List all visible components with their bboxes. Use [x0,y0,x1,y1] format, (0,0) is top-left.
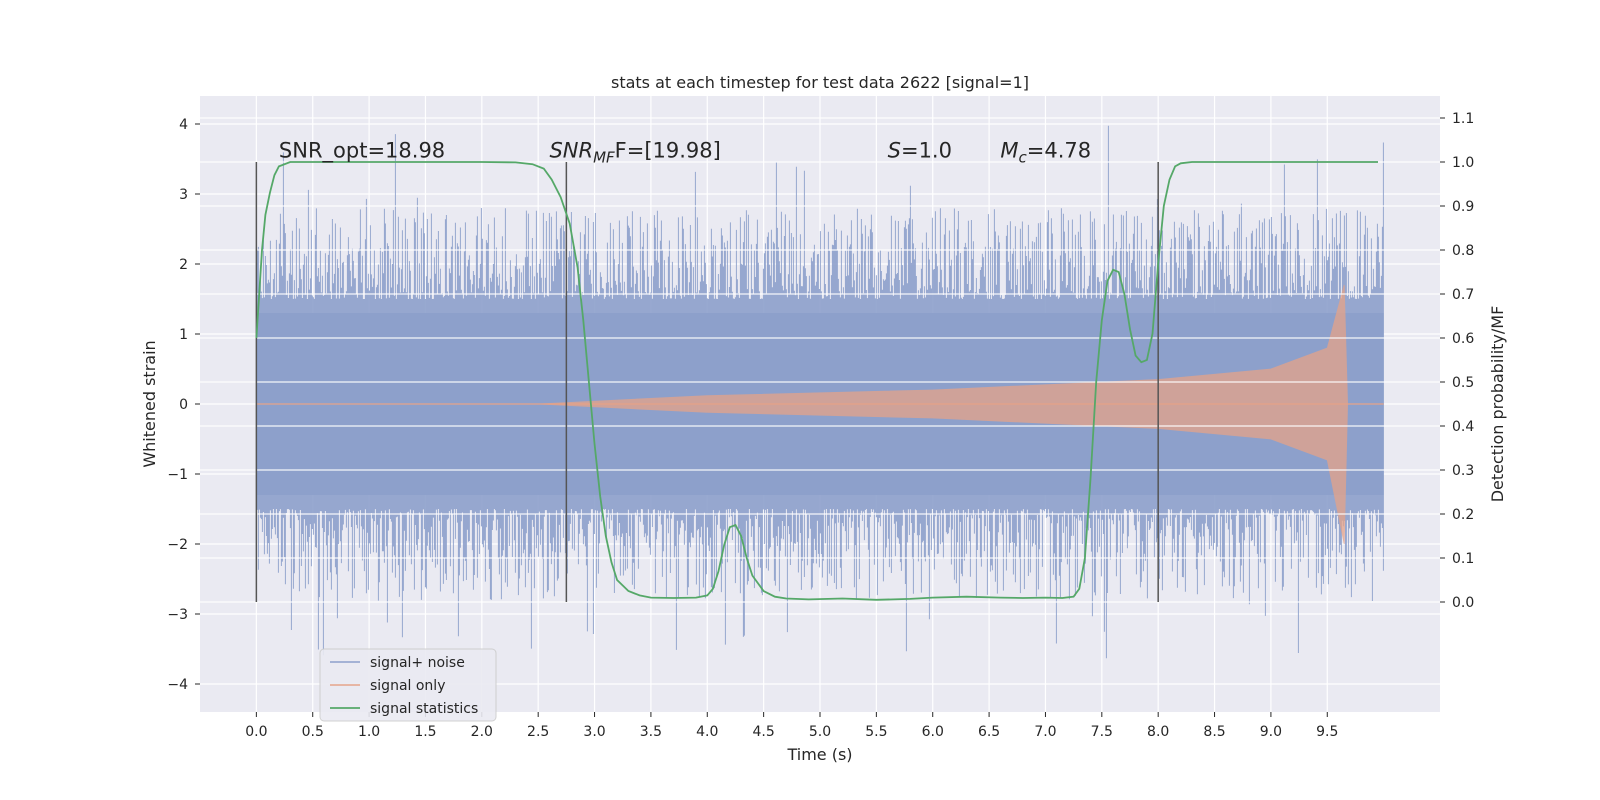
y-tick-label: −2 [167,537,188,553]
x-tick-label: 6.0 [922,724,944,740]
annotation-text: SNR_opt=18.98 [279,139,445,164]
x-tick-label: 0.0 [245,724,267,740]
legend-label-signal-only: signal only [370,678,445,694]
series-signal-statistics [255,161,1378,601]
series-signal-only [256,284,1384,545]
y-right-tick-label: 0.8 [1452,243,1474,259]
y-right-tick-label: 0.5 [1452,375,1474,391]
x-tick-label: 4.0 [696,724,718,740]
x-tick-label: 6.5 [978,724,1000,740]
y-right-tick-label: 0.6 [1452,331,1474,347]
signal-statistics-line [255,161,1378,601]
y-tick-label: −3 [167,607,188,623]
y-right-tick-label: 0.4 [1452,419,1474,435]
x-tick-label: 0.5 [302,724,324,740]
x-tick-label: 9.5 [1316,724,1338,740]
x-tick-label: 3.0 [583,724,605,740]
x-tick-label: 2.0 [471,724,493,740]
y-right-tick-label: 0.0 [1452,595,1474,611]
legend: signal+ noise signal only signal statist… [319,648,497,722]
x-tick-label: 4.5 [753,724,775,740]
y-right-tick-label: 0.9 [1452,199,1474,215]
x-axis-label: Time (s) [786,745,852,764]
legend-box [319,648,497,722]
y-right-axis-label: Detection probability/MF [1488,306,1507,503]
y-right-tick-label: 1.0 [1452,155,1474,171]
y-axis-ticks: 4 3 2 1 0 −1 −2 −3 −4 [167,117,200,693]
y-tick-label: 1 [179,327,188,343]
y-tick-label: 3 [179,187,188,203]
y-tick-label: −1 [167,467,188,483]
x-tick-label: 7.0 [1034,724,1056,740]
x-tick-label: 2.5 [527,724,549,740]
y-tick-label: 2 [179,257,188,273]
x-tick-label: 1.5 [414,724,436,740]
legend-label-signal-noise: signal+ noise [370,655,465,671]
annotations: SNR_opt=18.98 SNRMFF=[19.98] S=1.0 Mc=4.78 [279,139,1091,167]
x-tick-label: 8.0 [1147,724,1169,740]
y-tick-label: 4 [179,117,188,133]
y-right-tick-label: 0.2 [1452,507,1474,523]
y-tick-label: 0 [179,397,188,413]
annotation-text: S=1.0 [888,139,952,163]
vertical-markers [255,162,1159,602]
legend-label-signal-statistics: signal statistics [370,701,478,717]
x-tick-label: 8.5 [1203,724,1225,740]
y-right-gridlines [200,117,1440,603]
chart-title: stats at each timestep for test data 262… [611,73,1029,92]
x-tick-label: 3.5 [640,724,662,740]
x-tick-label: 5.0 [809,724,831,740]
y-right-tick-label: 0.1 [1452,551,1474,567]
y-right-axis-ticks: 1.1 1.0 0.9 0.8 0.7 0.6 0.5 0.4 0.3 0.2 0.1 0.0 [1440,111,1474,611]
y-axis-label: Whitened strain [140,340,159,467]
y-right-tick-label: 0.3 [1452,463,1474,479]
x-axis-ticks: 0.0 0.5 1.0 1.5 2.0 2.5 3.0 3.5 4.0 4.5 5.0 5.5 6.0 6… [245,712,1338,740]
y-right-tick-label: 0.7 [1452,287,1474,303]
x-tick-label: 5.5 [865,724,887,740]
y-tick-label: −4 [167,677,188,693]
x-tick-label: 9.0 [1260,724,1282,740]
y-right-tick-label: 1.1 [1452,111,1474,127]
annotation-text: Mc=4.78 [1000,139,1091,167]
x-tick-label: 7.5 [1091,724,1113,740]
annotation-text: SNRMFF=[19.98] [549,139,720,167]
x-tick-label: 1.0 [358,724,380,740]
